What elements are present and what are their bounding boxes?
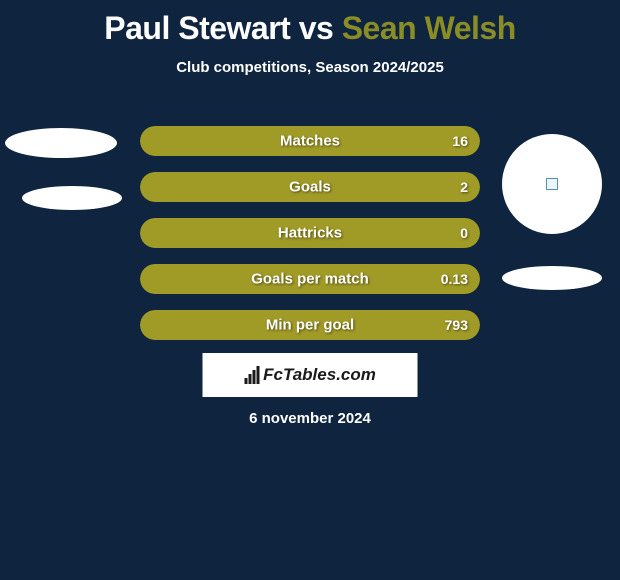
stat-label: Goals per match [251, 271, 369, 288]
vs-text: vs [299, 10, 334, 46]
stat-row-goals-per-match: Goals per match 0.13 [140, 264, 480, 294]
stat-row-min-per-goal: Min per goal 793 [140, 310, 480, 340]
comparison-title: Paul Stewart vs Sean Welsh [0, 0, 620, 47]
player2-name: Sean Welsh [342, 10, 516, 46]
stat-value-right: 16 [452, 133, 468, 149]
ellipse-decoration [5, 128, 117, 158]
stat-value-right: 2 [460, 179, 468, 195]
stat-value-right: 0.13 [441, 271, 468, 287]
branding-logo: FcTables.com [244, 365, 376, 385]
date-text: 6 november 2024 [249, 410, 371, 427]
placeholder-icon [546, 178, 558, 190]
ellipse-decoration [502, 266, 602, 290]
subtitle: Club competitions, Season 2024/2025 [0, 59, 620, 76]
stat-row-goals: Goals 2 [140, 172, 480, 202]
stat-label: Min per goal [266, 317, 354, 334]
stat-value-right: 793 [445, 317, 468, 333]
stat-label: Goals [289, 179, 331, 196]
branding-box: FcTables.com [203, 353, 418, 397]
stat-label: Hattricks [278, 225, 342, 242]
branding-text: FcTables.com [263, 365, 376, 385]
stat-label: Matches [280, 133, 340, 150]
bars-container: Matches 16 Goals 2 Hattricks 0 Goals per… [140, 126, 480, 356]
stat-value-right: 0 [460, 225, 468, 241]
ellipse-decoration [22, 186, 122, 210]
logo-bars-icon [244, 366, 259, 384]
stat-row-matches: Matches 16 [140, 126, 480, 156]
stat-row-hattricks: Hattricks 0 [140, 218, 480, 248]
player-photo-placeholder [502, 134, 602, 234]
player1-name: Paul Stewart [104, 10, 290, 46]
